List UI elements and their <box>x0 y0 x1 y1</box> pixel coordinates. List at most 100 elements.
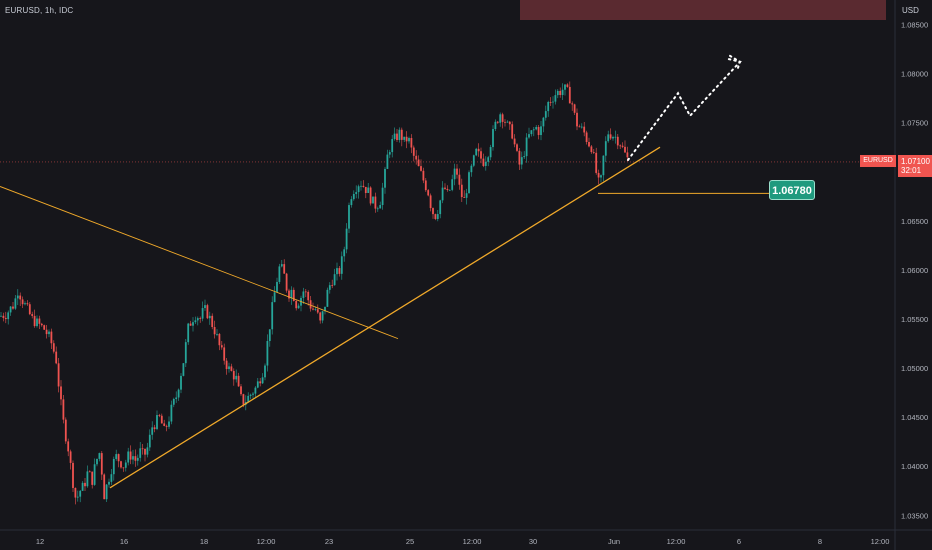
candle-body <box>499 114 502 123</box>
candle-body <box>621 145 624 147</box>
x-tick-label: 25 <box>406 537 414 546</box>
candle-body <box>292 289 295 301</box>
candle-body <box>619 145 622 147</box>
candle-body <box>525 137 528 157</box>
candle-body <box>259 381 262 384</box>
candle-body <box>268 329 271 342</box>
candle-body <box>369 187 372 204</box>
candle-body <box>376 208 379 210</box>
symbol-label[interactable]: EURUSD <box>5 6 40 15</box>
candle-body <box>156 415 158 430</box>
candle-body <box>108 481 110 485</box>
candle-body <box>153 427 156 430</box>
candle-body <box>218 333 221 346</box>
candle-body <box>9 306 12 313</box>
candle-body <box>477 148 480 152</box>
candle-body <box>595 152 598 173</box>
candle-body <box>379 205 382 209</box>
candle-body <box>427 190 430 196</box>
candle-body <box>81 482 84 491</box>
candle-body <box>484 161 487 166</box>
candle-body <box>360 185 362 187</box>
candle-body <box>386 154 389 169</box>
candle-body <box>136 457 139 461</box>
x-tick-label: 12 <box>36 537 44 546</box>
candle-body <box>16 295 19 299</box>
candle-body <box>249 394 252 396</box>
candle-body <box>264 365 266 378</box>
projection-arrowhead <box>729 54 742 72</box>
candle-body <box>206 305 209 319</box>
candle-body <box>132 456 134 460</box>
candle-body <box>129 451 132 460</box>
candle-body <box>256 381 259 388</box>
candle-body <box>434 214 437 219</box>
x-tick-label: 8 <box>818 537 822 546</box>
candle-body <box>278 266 281 282</box>
candle-body <box>554 95 557 102</box>
candle-body <box>283 264 286 274</box>
candle-body <box>336 268 338 275</box>
candle-body <box>122 467 125 469</box>
candle-body <box>393 133 396 140</box>
candle-body <box>165 425 168 427</box>
y-tick-label: 1.06500 <box>901 217 928 226</box>
candle-body <box>74 487 77 498</box>
candle-body <box>48 331 50 335</box>
candle-body <box>540 126 542 136</box>
candle-body <box>60 386 62 400</box>
candle-body <box>148 434 151 448</box>
candle-body <box>98 453 101 459</box>
support-level-tag[interactable]: 1.06780 <box>769 180 815 200</box>
x-tick-label: 16 <box>120 537 128 546</box>
candle-body <box>566 84 569 87</box>
candle-body <box>110 474 113 482</box>
candle-body <box>0 315 2 317</box>
candle-body <box>24 303 26 305</box>
candle-body <box>144 448 146 455</box>
candle-body <box>609 134 612 139</box>
candle-body <box>14 298 17 309</box>
x-tick-label: Jun <box>608 537 620 546</box>
candle-body <box>408 138 410 142</box>
candle-body <box>45 329 48 335</box>
candle-body <box>559 90 562 95</box>
candle-body <box>28 304 31 315</box>
candle-body <box>398 129 401 141</box>
candle-body <box>146 447 149 455</box>
candle-body <box>211 315 214 328</box>
candle-body <box>19 295 22 300</box>
candle-body <box>295 300 298 309</box>
candle-body <box>280 264 283 267</box>
candle-body <box>487 157 490 162</box>
candle-body <box>489 147 492 158</box>
candle-body <box>230 366 233 371</box>
candle-body <box>472 155 475 166</box>
candle-body <box>72 462 74 488</box>
x-tick-label: 12:00 <box>257 537 276 546</box>
candle-body <box>261 377 264 384</box>
candle-body <box>374 196 377 209</box>
candle-body <box>33 315 36 327</box>
candle-body <box>43 325 46 330</box>
candle-body <box>542 117 545 127</box>
candle-body <box>532 129 535 131</box>
candle-body <box>321 311 324 321</box>
candle-body <box>312 308 314 310</box>
candle-body <box>67 441 70 452</box>
candle-body <box>304 291 307 293</box>
candle-body <box>252 393 254 395</box>
candle-body <box>544 111 547 118</box>
candle-body <box>350 199 353 206</box>
candle-body <box>580 126 583 128</box>
candle-body <box>76 496 79 498</box>
candle-body <box>158 415 161 416</box>
candle-body <box>309 300 312 309</box>
candle-body <box>492 129 494 148</box>
candle-body <box>340 256 343 274</box>
y-tick-label: 1.08500 <box>901 21 928 30</box>
interval-label[interactable]: 1h <box>44 6 55 15</box>
candle-body <box>64 419 67 442</box>
candle-body <box>583 126 586 133</box>
